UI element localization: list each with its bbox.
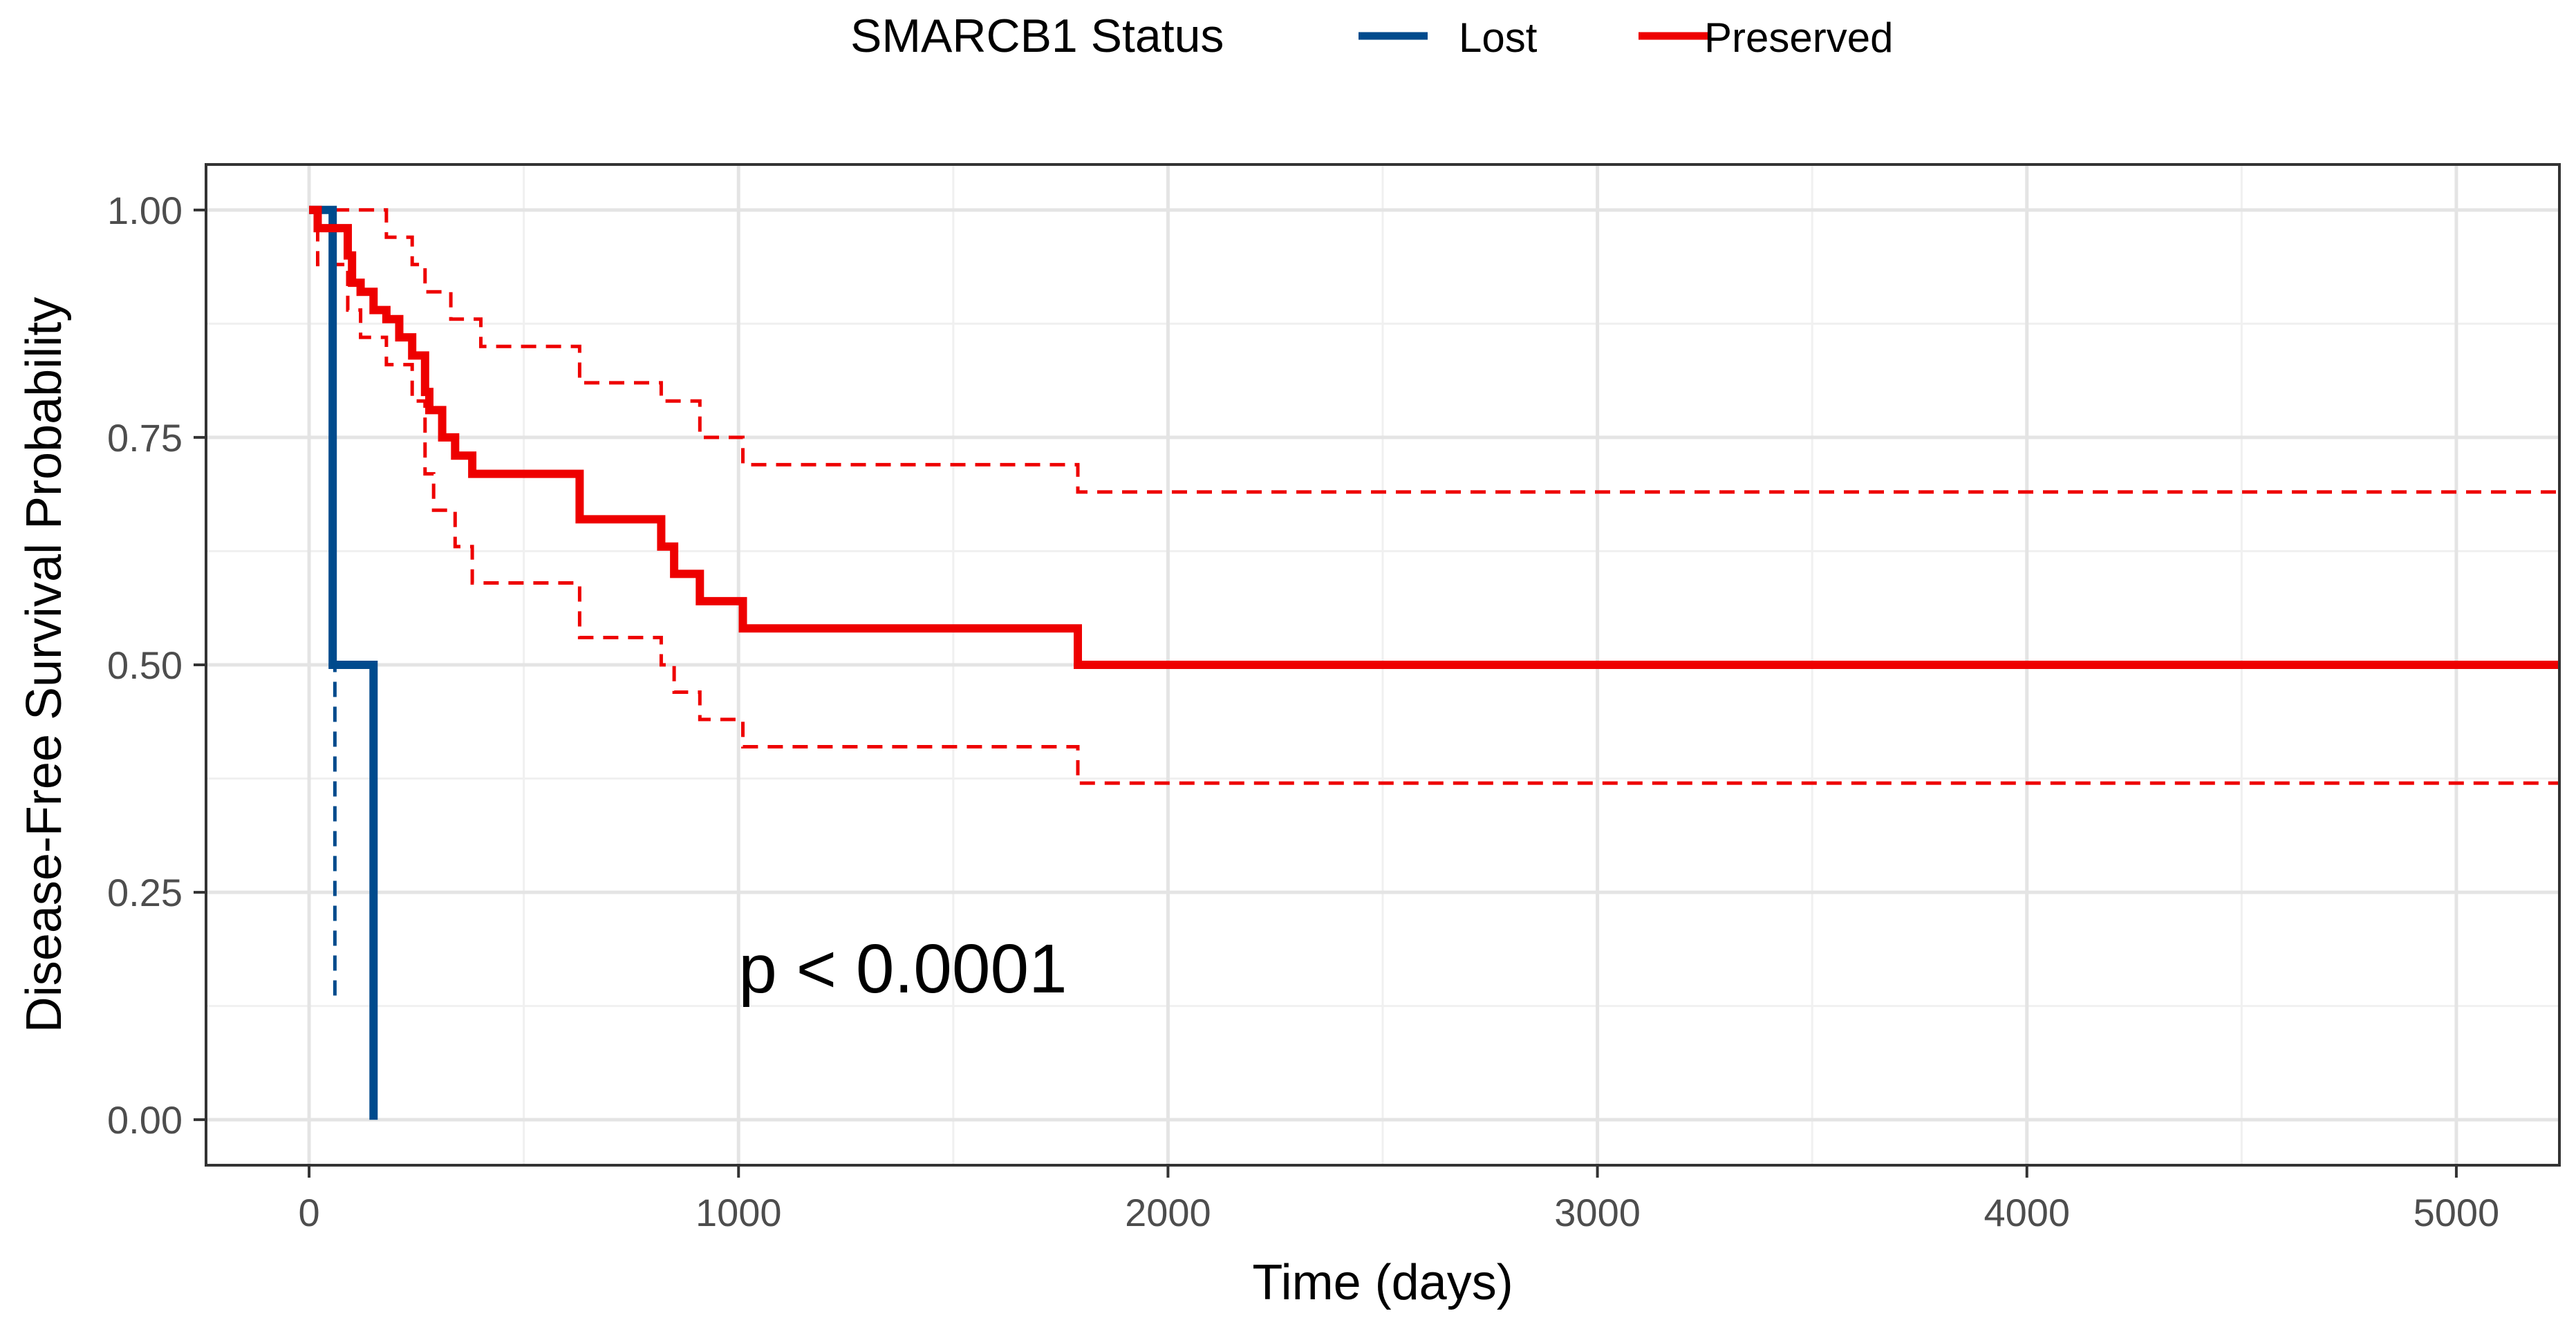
series-layer	[309, 205, 2559, 1120]
x-axis: 0 1000 2000 3000 4000 5000	[299, 1165, 2500, 1234]
series-preserved-survival	[309, 205, 2559, 669]
y-tick-label: 1.00	[107, 189, 183, 232]
y-tick-label: 0.50	[107, 643, 183, 687]
y-tick-label: 0.00	[107, 1098, 183, 1142]
legend-title: SMARCB1 Status	[850, 10, 1224, 62]
legend-label-lost: Lost	[1459, 15, 1538, 61]
y-axis: 0.00 0.25 0.50 0.75 1.00	[107, 189, 206, 1142]
series-preserved-ci-lower	[309, 208, 2559, 785]
y-tick-label: 0.75	[107, 416, 183, 460]
x-tick-label: 1000	[696, 1191, 782, 1234]
y-tick-label: 0.25	[107, 871, 183, 914]
legend-label-preserved: Preserved	[1704, 15, 1893, 61]
series-lost-survival	[309, 205, 378, 1120]
y-axis-label: Disease-Free Survival Probability	[17, 297, 72, 1033]
p-value-annotation: p < 0.0001	[738, 930, 1067, 1008]
x-tick-label: 2000	[1125, 1191, 1211, 1234]
x-tick-label: 0	[299, 1191, 320, 1234]
series-preserved-ci-upper	[309, 208, 2559, 494]
x-tick-label: 3000	[1554, 1191, 1641, 1234]
x-tick-label: 4000	[1984, 1191, 2070, 1234]
legend: SMARCB1 Status Lost Preserved	[850, 10, 1893, 62]
x-axis-label: Time (days)	[1252, 1255, 1513, 1310]
x-tick-label: 5000	[2414, 1191, 2500, 1234]
